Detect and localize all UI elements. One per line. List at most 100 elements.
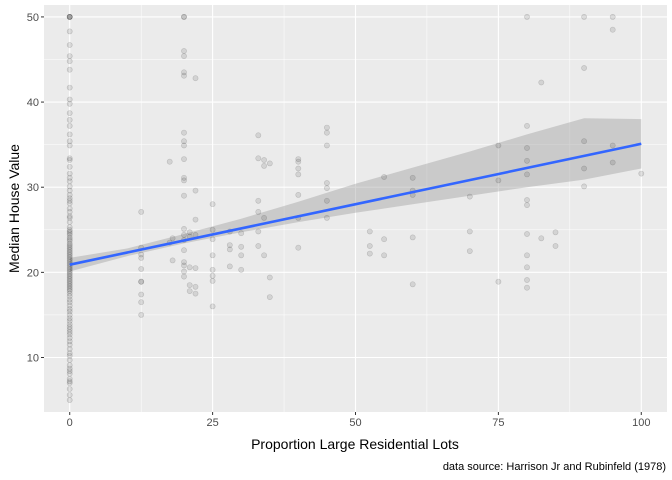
data-point-114 (166, 158, 173, 165)
data-point-192 (323, 197, 330, 204)
data-point-107 (138, 266, 145, 272)
data-point-168 (255, 155, 262, 162)
data-point-8 (66, 66, 73, 73)
data-point-212 (524, 123, 530, 129)
data-point-80 (66, 315, 73, 322)
data-point-220 (524, 264, 530, 271)
data-point-110 (138, 299, 145, 306)
data-point-27 (66, 195, 73, 202)
data-point-9 (66, 84, 73, 91)
data-point-218 (524, 231, 530, 237)
data-point-194 (366, 228, 373, 235)
data-point-48 (66, 248, 73, 255)
data-point-102 (66, 392, 73, 398)
data-point-53 (66, 257, 73, 264)
data-point-47 (66, 247, 73, 254)
data-point-183 (295, 171, 302, 178)
data-point-38 (66, 230, 73, 237)
data-point-51 (66, 254, 73, 260)
data-point-25 (66, 187, 73, 194)
data-point-19 (66, 157, 73, 163)
data-point-174 (261, 162, 267, 169)
data-point-145 (192, 187, 199, 194)
data-point-225 (552, 229, 559, 236)
data-point-117 (169, 257, 176, 264)
data-point-13 (66, 117, 73, 123)
x-tick-label-4: 100 (632, 417, 650, 429)
data-point-103 (66, 397, 73, 403)
data-point-148 (192, 265, 199, 271)
data-point-100 (66, 380, 73, 386)
y-tick-label-3: 40 (27, 97, 39, 109)
data-point-205 (466, 193, 473, 200)
data-point-166 (238, 266, 245, 273)
data-point-94 (66, 362, 73, 369)
data-point-45 (66, 243, 73, 250)
data-point-118 (181, 13, 187, 20)
x-tick-label-2: 50 (349, 417, 361, 429)
data-point-130 (181, 192, 187, 199)
data-point-49 (66, 250, 73, 257)
data-point-128 (181, 174, 187, 181)
data-point-176 (261, 252, 267, 259)
data-point-4 (66, 28, 73, 35)
data-point-5 (66, 42, 73, 48)
data-point-7 (66, 58, 73, 65)
data-point-196 (366, 250, 373, 257)
data-point-164 (238, 243, 245, 250)
data-point-182 (295, 165, 302, 172)
data-point-16 (66, 138, 73, 145)
data-point-99 (66, 378, 73, 385)
data-point-111 (138, 311, 145, 318)
data-point-40 (66, 234, 73, 241)
data-point-88 (66, 338, 73, 345)
data-point-10 (66, 96, 73, 103)
data-point-152 (209, 226, 216, 233)
data-point-197 (381, 174, 387, 180)
data-point-96 (66, 368, 73, 374)
data-point-157 (209, 277, 216, 284)
data-point-73 (66, 293, 73, 300)
data-point-234 (609, 142, 616, 149)
x-tick-label-1: 25 (206, 417, 218, 429)
y-tick-label-2: 30 (27, 182, 39, 194)
data-point-158 (209, 303, 216, 310)
data-point-162 (226, 263, 233, 270)
data-point-213 (524, 145, 530, 151)
data-point-109 (138, 291, 145, 298)
data-point-134 (181, 247, 187, 254)
data-point-169 (255, 197, 262, 204)
data-point-153 (209, 236, 216, 243)
data-point-186 (295, 244, 302, 251)
data-point-179 (266, 294, 273, 300)
data-point-71 (66, 288, 73, 294)
data-point-0 (66, 13, 73, 20)
data-point-62 (66, 272, 73, 279)
data-point-207 (466, 248, 473, 254)
data-point-195 (366, 243, 373, 249)
data-point-50 (66, 252, 73, 259)
data-point-146 (192, 216, 199, 223)
data-point-79 (66, 311, 73, 318)
data-point-70 (66, 286, 73, 293)
data-point-123 (181, 72, 187, 79)
x-tick-label-0: 0 (67, 417, 73, 429)
data-point-91 (66, 350, 73, 357)
data-point-76 (66, 302, 73, 309)
y-axis-ticks: 10 20 30 40 50 (27, 12, 44, 365)
data-point-44 (66, 242, 73, 248)
data-point-14 (66, 123, 73, 129)
x-axis-title: Proportion Large Residential Lots (251, 436, 459, 452)
data-point-208 (495, 142, 502, 149)
data-point-223 (538, 79, 545, 86)
data-point-132 (181, 231, 187, 238)
data-point-206 (466, 228, 473, 235)
data-point-180 (295, 156, 302, 162)
data-point-236 (638, 170, 645, 177)
data-point-57 (66, 264, 73, 271)
data-point-131 (181, 225, 187, 232)
data-point-61 (66, 271, 73, 277)
data-point-15 (66, 131, 73, 138)
data-point-28 (66, 197, 73, 204)
data-point-188 (323, 129, 330, 136)
